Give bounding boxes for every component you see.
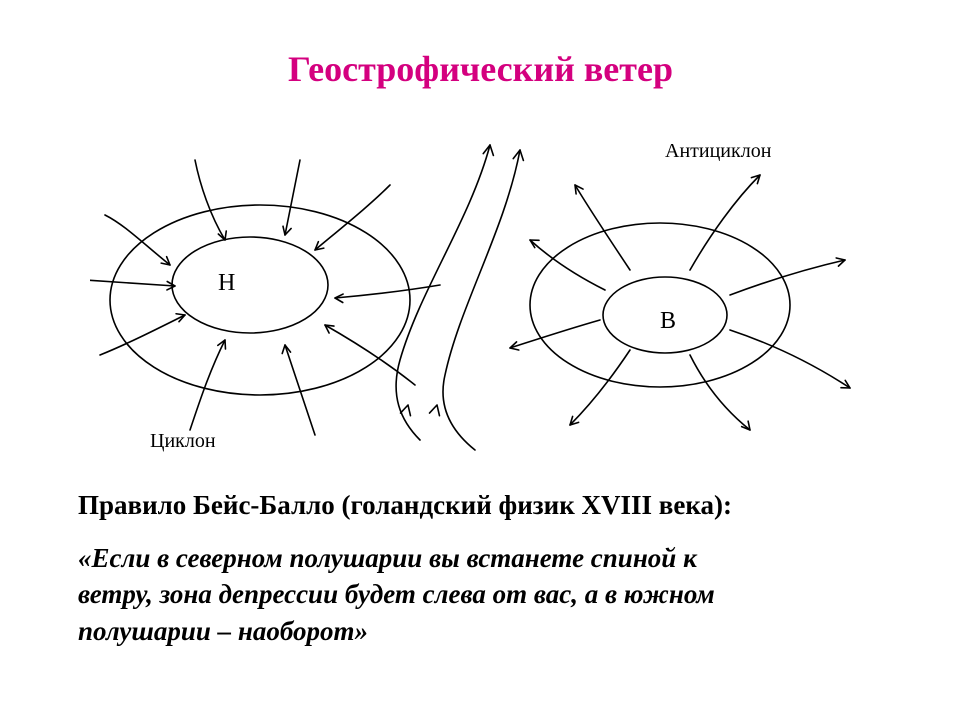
label-low-pressure-H: Н: [218, 270, 235, 297]
label-high-pressure-B: В: [660, 308, 676, 335]
slide-title: Геострофический ветер: [0, 48, 961, 90]
rule-quote: «Если в северном полушарии вы встанете с…: [78, 540, 878, 649]
slide: Геострофический ветер Антициклон Циклон …: [0, 0, 961, 714]
diagram-container: Антициклон Циклон Н В: [90, 130, 870, 460]
label-anticyclone: Антициклон: [665, 140, 771, 163]
label-cyclone: Циклон: [150, 430, 216, 453]
rule-heading: Правило Бейс-Балло (голандский физик XVI…: [78, 490, 732, 521]
diagram-svg: [90, 130, 870, 460]
